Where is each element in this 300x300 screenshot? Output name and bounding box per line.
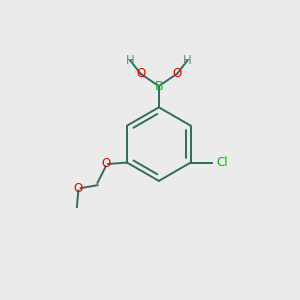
Text: O: O	[136, 67, 145, 80]
Text: O: O	[74, 182, 83, 195]
Text: O: O	[172, 67, 182, 80]
Text: B: B	[154, 80, 163, 93]
Text: O: O	[101, 158, 110, 170]
Text: Cl: Cl	[216, 156, 228, 169]
Text: H: H	[183, 54, 192, 67]
Text: H: H	[126, 54, 135, 67]
